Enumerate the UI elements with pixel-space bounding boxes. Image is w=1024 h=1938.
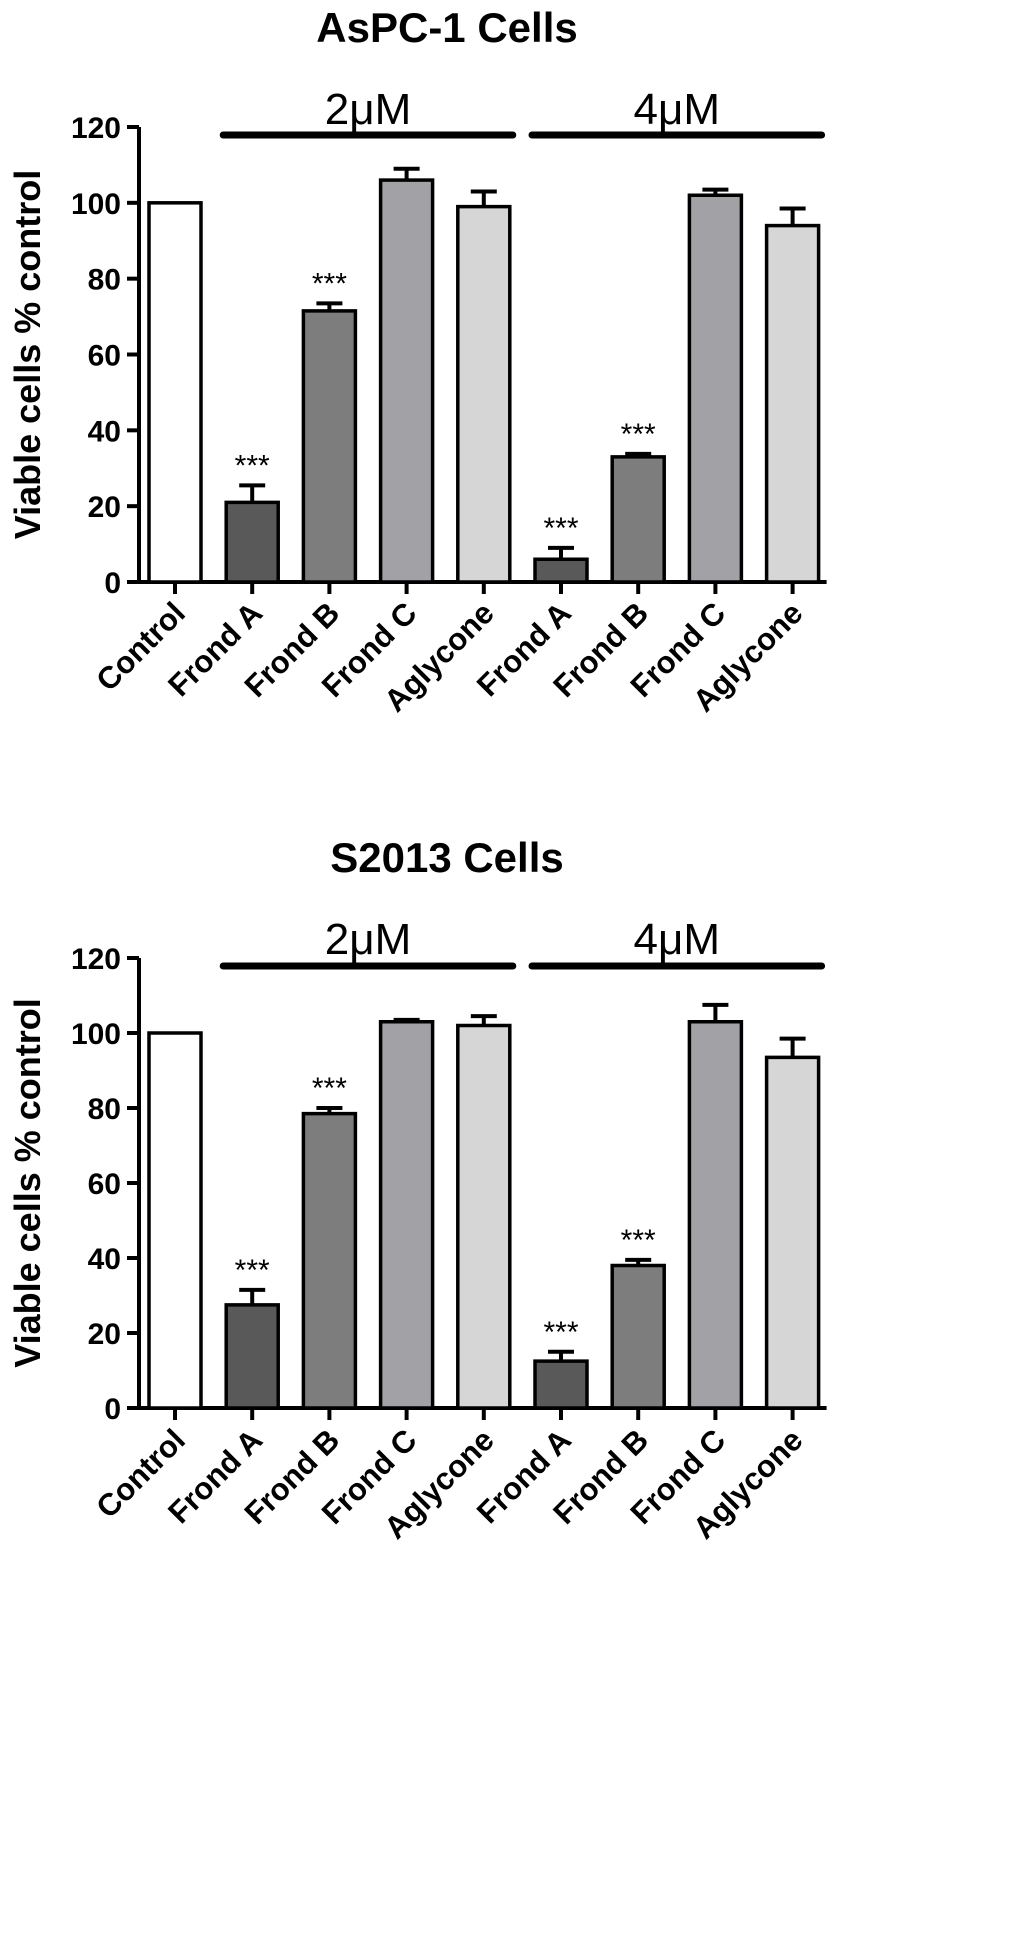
significance-label: ***	[312, 267, 347, 300]
y-tick-label: 100	[71, 188, 121, 221]
bar	[456, 1023, 512, 1410]
y-tick-label: 40	[88, 415, 121, 448]
bar	[610, 1263, 666, 1410]
bar	[378, 1020, 435, 1410]
bar	[378, 178, 435, 584]
y-tick-label: 60	[88, 1168, 121, 1201]
bar	[301, 1111, 358, 1410]
y-axis-label: Viable cells % control	[7, 998, 48, 1367]
significance-label: ***	[235, 449, 270, 482]
y-tick-label: 40	[88, 1243, 121, 1276]
bar	[610, 455, 666, 584]
bar	[764, 223, 821, 584]
chart-title: AsPC-1 Cells	[316, 4, 577, 51]
group-label: 4μM	[634, 915, 720, 964]
significance-label: ***	[621, 418, 656, 451]
bar	[224, 1303, 280, 1410]
y-tick-label: 0	[104, 1393, 121, 1426]
y-tick-label: 100	[71, 1018, 121, 1051]
bar	[764, 1055, 821, 1410]
y-tick-label: 80	[88, 1093, 121, 1126]
significance-label: ***	[235, 1254, 270, 1287]
significance-label: ***	[543, 512, 578, 545]
y-tick-label: 120	[71, 943, 121, 976]
y-tick-label: 80	[88, 264, 121, 297]
significance-label: ***	[543, 1316, 578, 1349]
group-label: 2μM	[325, 915, 411, 964]
significance-label: ***	[312, 1072, 347, 1105]
y-tick-label: 20	[88, 1318, 121, 1351]
group-label: 4μM	[634, 85, 720, 134]
y-tick-label: 120	[71, 112, 121, 145]
bar	[533, 557, 589, 584]
y-axis-label: Viable cells % control	[7, 170, 48, 539]
y-tick-label: 20	[88, 491, 121, 524]
bar	[533, 1359, 589, 1410]
bar	[456, 204, 512, 584]
bar	[224, 500, 280, 584]
chart-aspc1: AsPC-1 Cells Viable cells % control 0 20 40 6…	[7, 4, 827, 719]
group-label: 2μM	[325, 85, 411, 134]
bar	[147, 201, 203, 584]
y-tick-label: 0	[104, 567, 121, 600]
chart-title: S2013 Cells	[330, 834, 564, 881]
y-tick-label: 60	[88, 340, 121, 373]
significance-label: ***	[621, 1224, 656, 1257]
bar	[301, 309, 358, 584]
bar	[687, 1020, 744, 1410]
bar	[687, 193, 744, 584]
chart-s2013: S2013 Cells Viable cells % control 0 20 40 60…	[7, 834, 827, 1546]
bar	[147, 1031, 203, 1410]
